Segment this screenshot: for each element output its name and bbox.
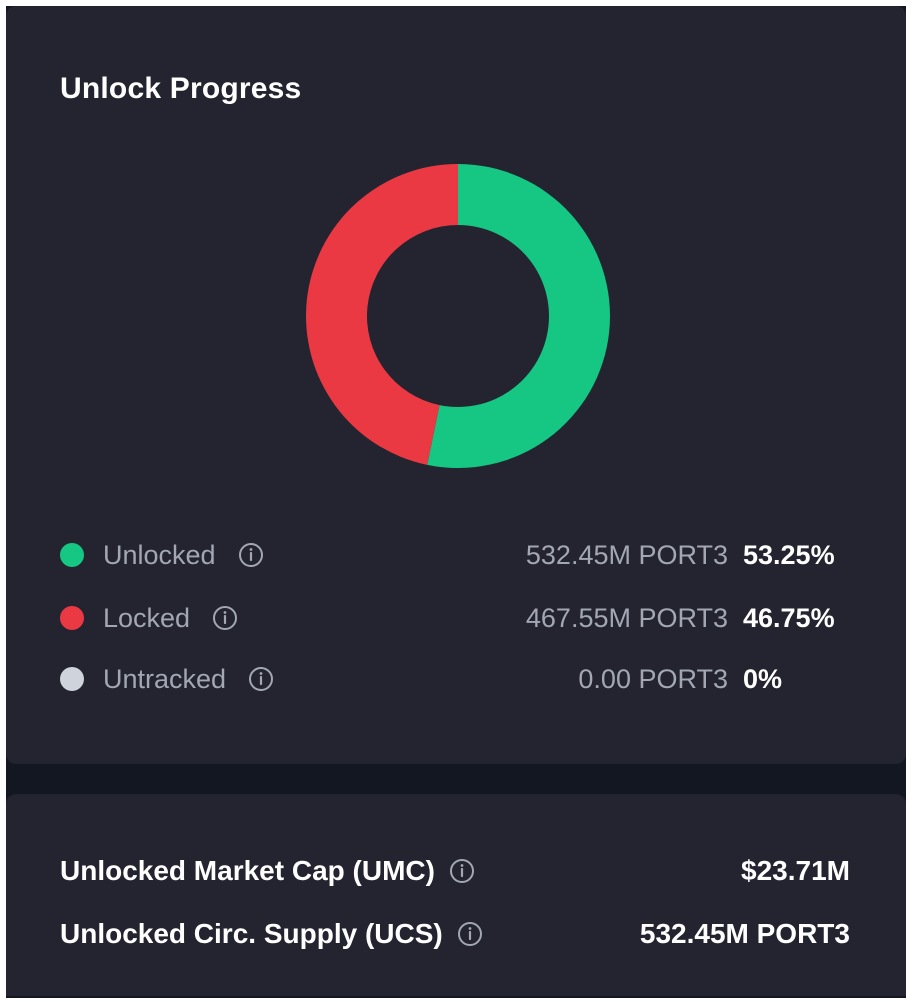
- unlocked-color-dot: [60, 543, 84, 567]
- legend-label-text: Unlocked: [103, 540, 216, 570]
- legend-percent-locked: 46.75%: [743, 603, 835, 633]
- unlock-progress-card: Unlock Progress Unlocked 532.45M PORT3 5…: [6, 6, 906, 764]
- legend-percent-unlocked: 53.25%: [743, 540, 835, 570]
- legend-amount-untracked: 0.00 PORT3: [578, 664, 728, 694]
- legend-label-text: Untracked: [103, 664, 227, 694]
- info-circle-icon[interactable]: [238, 542, 264, 568]
- stat-row-ucs: Unlocked Circ. Supply (UCS) 532.45M PORT…: [60, 915, 850, 955]
- donut-slice-locked[interactable]: [305, 164, 458, 465]
- stat-value-umc: $23.71M: [741, 855, 850, 886]
- legend-item-locked: Locked 467.55M PORT3 46.75%: [60, 601, 860, 637]
- stat-row-umc: Unlocked Market Cap (UMC) $23.71M: [60, 852, 850, 892]
- legend-percent-untracked: 0%: [743, 664, 783, 694]
- legend-amount-unlocked: 532.45M PORT3: [525, 540, 728, 570]
- legend-amount-locked: 467.55M PORT3: [525, 603, 728, 633]
- info-circle-icon[interactable]: [248, 666, 274, 692]
- stat-value-ucs: 532.45M PORT3: [639, 918, 850, 949]
- locked-color-dot: [60, 606, 84, 630]
- legend-label-locked: Locked: [103, 601, 238, 635]
- untracked-color-dot: [60, 667, 84, 691]
- legend-label-untracked: Untracked: [103, 662, 274, 696]
- legend-item-untracked: Untracked 0.00 PORT3 0%: [60, 662, 860, 698]
- unlock-donut-chart: [305, 164, 610, 468]
- card-title: Unlock Progress: [60, 72, 302, 105]
- legend-label-text: Locked: [103, 603, 191, 633]
- legend-label-unlocked: Unlocked: [103, 538, 264, 572]
- info-circle-icon[interactable]: [449, 858, 475, 884]
- info-circle-icon[interactable]: [457, 921, 483, 947]
- stat-label-text: Unlocked Market Cap (UMC): [60, 855, 435, 886]
- stat-label-umc: Unlocked Market Cap (UMC): [60, 852, 475, 890]
- donut-slice-unlocked[interactable]: [427, 164, 610, 468]
- info-circle-icon[interactable]: [212, 605, 238, 631]
- stat-label-text: Unlocked Circ. Supply (UCS): [60, 918, 443, 949]
- legend-item-unlocked: Unlocked 532.45M PORT3 53.25%: [60, 538, 860, 574]
- stat-label-ucs: Unlocked Circ. Supply (UCS): [60, 915, 483, 953]
- unlocked-stats-card: Unlocked Market Cap (UMC) $23.71M Unlock…: [6, 794, 906, 996]
